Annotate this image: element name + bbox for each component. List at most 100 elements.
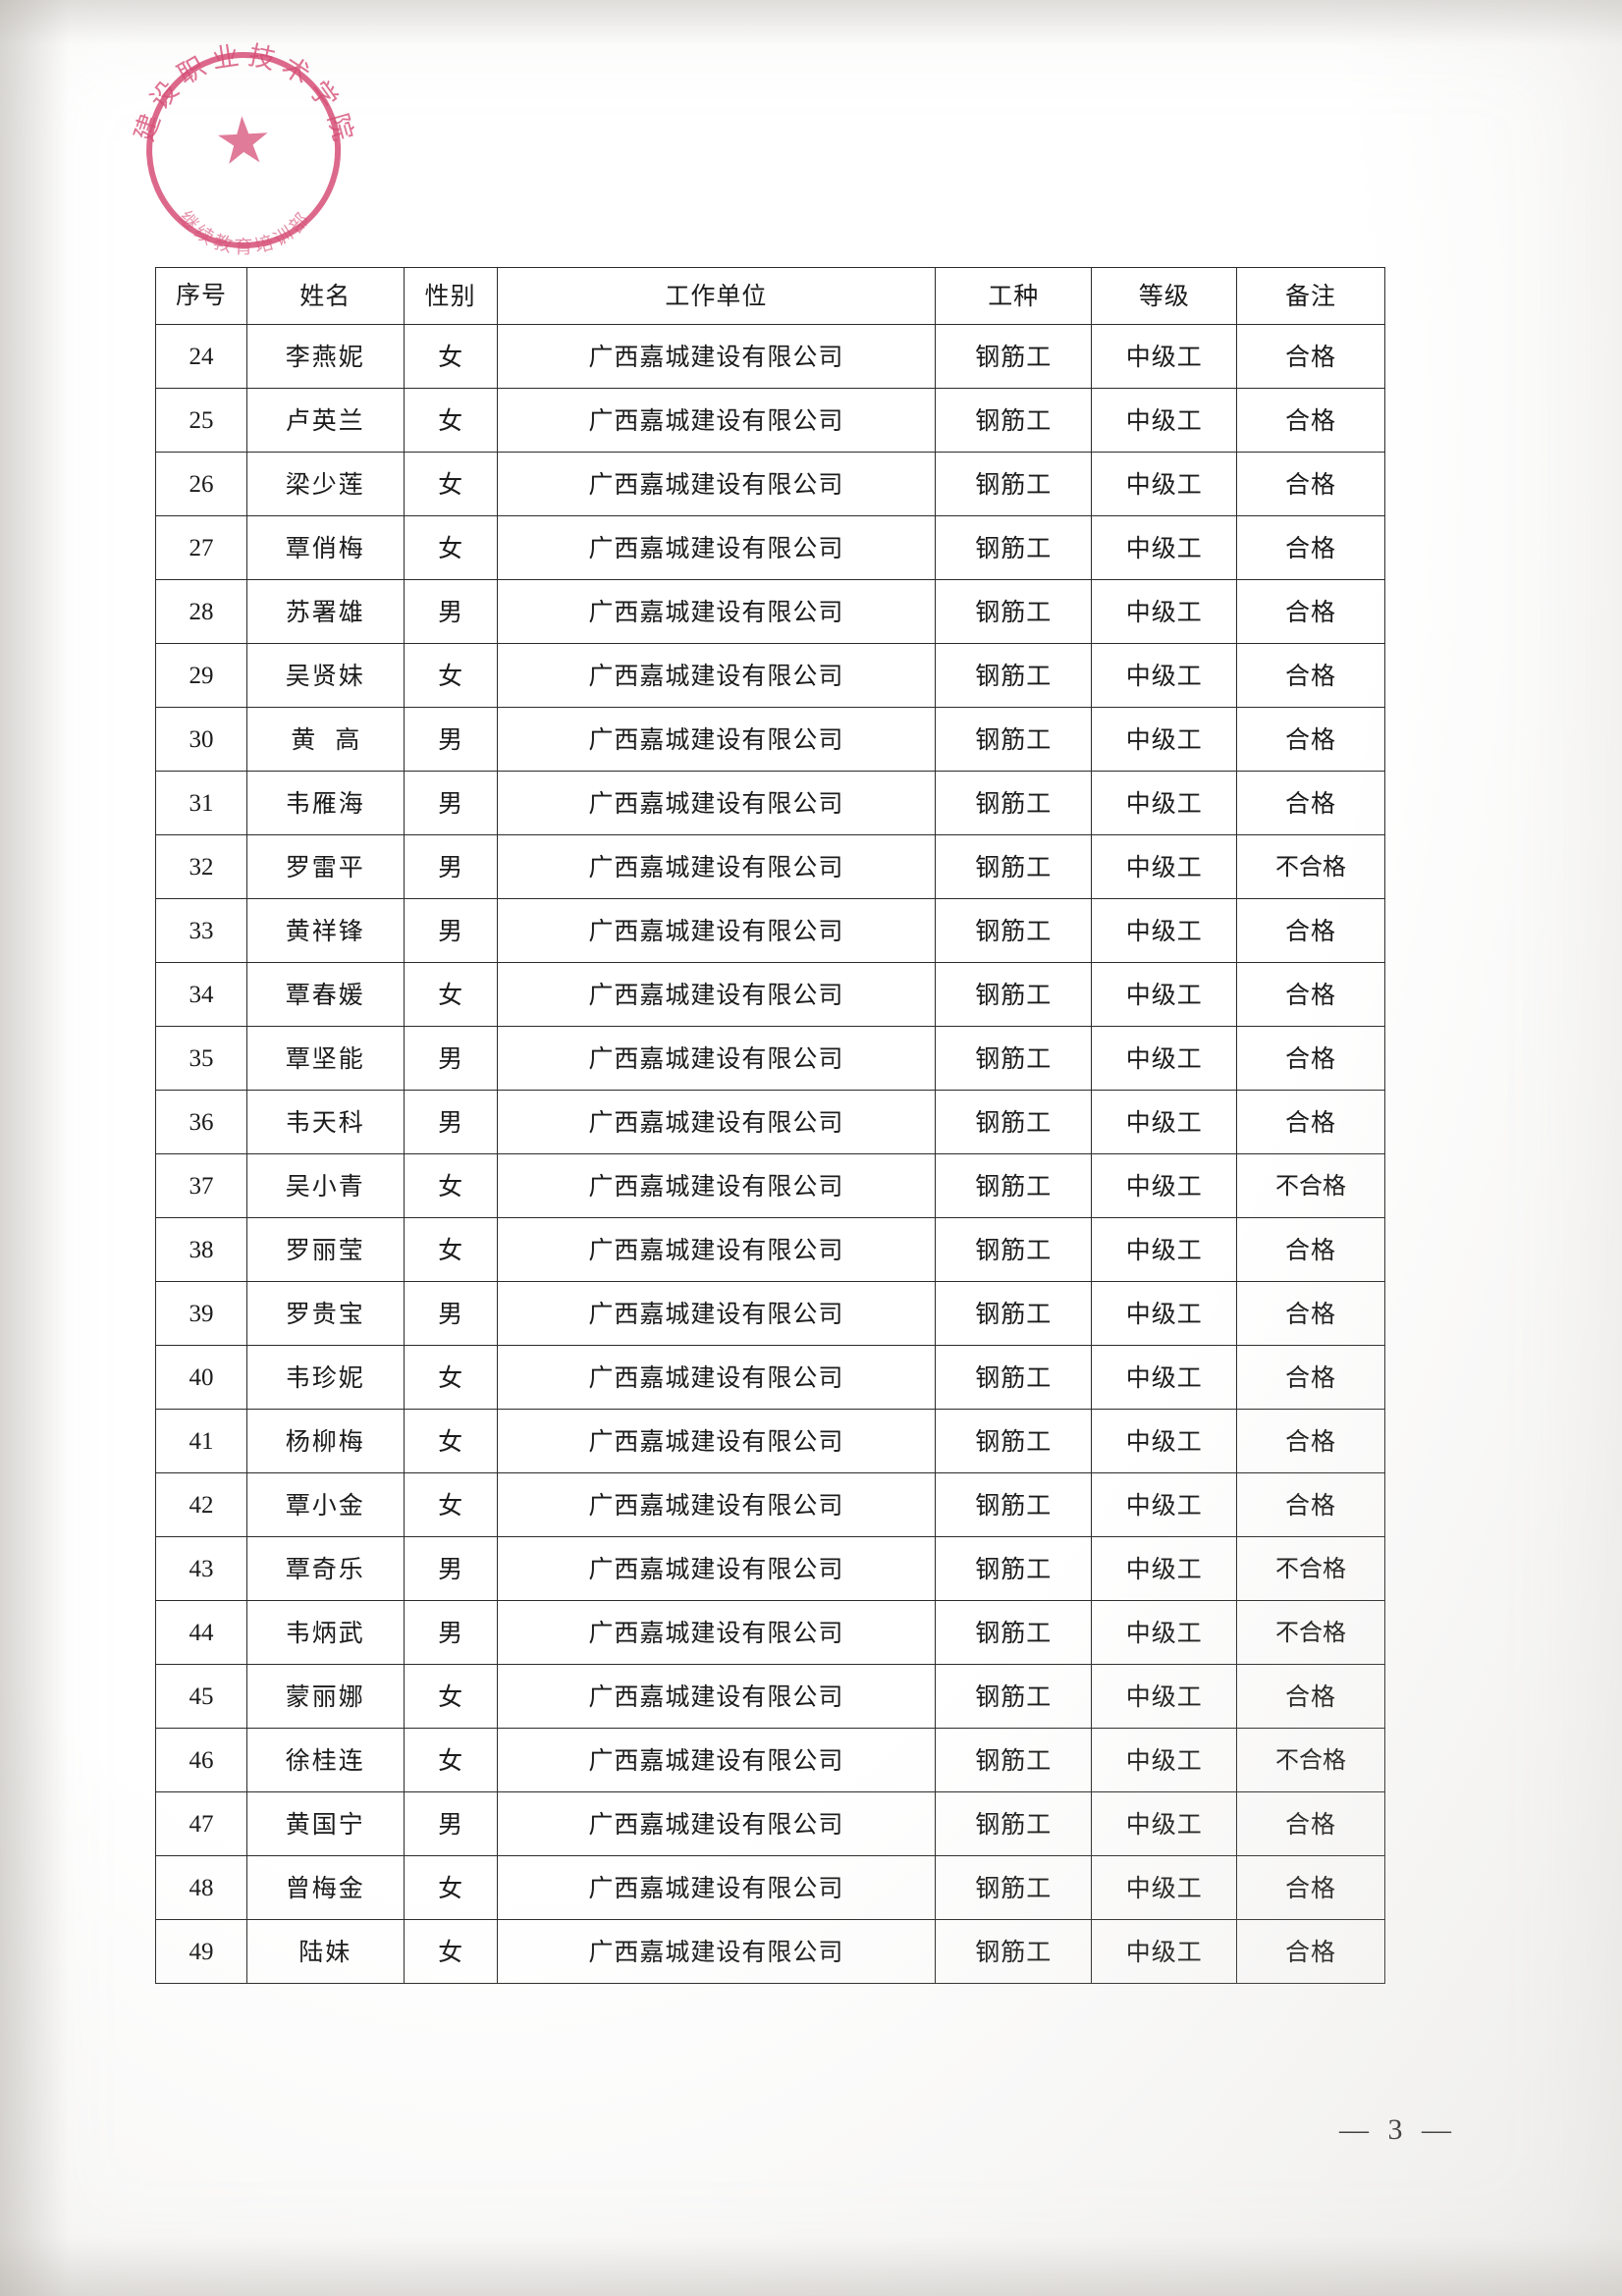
table-row: 44 韦炳武男广西嘉城建设有限公司 钢筋工 中级工 不合格 <box>154 1600 1385 1665</box>
cell-name: 吴小青 <box>246 1153 405 1218</box>
cell-note: 合格 <box>1236 579 1385 644</box>
table-row: 47 黄国宁男广西嘉城建设有限公司 钢筋工 中级工 合格 <box>154 1791 1385 1856</box>
table-row: 38 罗丽莹女广西嘉城建设有限公司 钢筋工 中级工 合格 <box>154 1217 1385 1282</box>
cell-job: 钢筋工 <box>934 515 1093 580</box>
column-header-name: 姓名 <box>246 267 405 325</box>
table-row: 43 覃奇乐男广西嘉城建设有限公司 钢筋工 中级工 不合格 <box>154 1536 1385 1601</box>
cell-job: 钢筋工 <box>934 1536 1093 1601</box>
cell-unit: 广西嘉城建设有限公司 <box>496 324 936 389</box>
cell-seq: 44 <box>154 1600 248 1665</box>
cell-name: 韦雁海 <box>246 771 405 835</box>
cell-grade: 中级工 <box>1091 324 1238 389</box>
cell-sex: 女 <box>403 1664 498 1729</box>
cell-seq: 35 <box>154 1026 248 1091</box>
cell-unit: 广西嘉城建设有限公司 <box>496 1472 936 1537</box>
cell-grade: 中级工 <box>1091 962 1238 1027</box>
cell-unit: 广西嘉城建设有限公司 <box>496 1919 936 1984</box>
cell-job: 钢筋工 <box>934 771 1093 835</box>
cell-note: 合格 <box>1236 324 1385 389</box>
cell-note: 合格 <box>1236 771 1385 835</box>
cell-name: 覃春媛 <box>246 962 405 1027</box>
cell-seq: 28 <box>154 579 248 644</box>
cell-sex: 男 <box>403 1090 498 1154</box>
table-body: 24 李燕妮女广西嘉城建设有限公司 钢筋工 中级工 合格 25 卢英兰女广西嘉城建设有限公司… <box>154 324 1385 1984</box>
cell-grade: 中级工 <box>1091 1217 1238 1282</box>
cell-note: 合格 <box>1236 1217 1385 1282</box>
cell-unit: 广西嘉城建设有限公司 <box>496 388 936 453</box>
cell-name: 罗雷平 <box>246 834 405 899</box>
cell-grade: 中级工 <box>1091 834 1238 899</box>
cell-unit: 广西嘉城建设有限公司 <box>496 898 936 963</box>
cell-unit: 广西嘉城建设有限公司 <box>496 771 936 835</box>
cell-note: 合格 <box>1236 452 1385 516</box>
cell-grade: 中级工 <box>1091 1791 1238 1856</box>
cell-unit: 广西嘉城建设有限公司 <box>496 1281 936 1346</box>
cell-seq: 42 <box>154 1472 248 1537</box>
cell-seq: 24 <box>154 324 248 389</box>
cell-name: 罗贵宝 <box>246 1281 405 1346</box>
cell-unit: 广西嘉城建设有限公司 <box>496 834 936 899</box>
cell-grade: 中级工 <box>1091 643 1238 708</box>
cell-seq: 25 <box>154 388 248 453</box>
cell-note: 合格 <box>1236 1345 1385 1410</box>
cell-seq: 40 <box>154 1345 248 1410</box>
cell-note: 合格 <box>1236 1855 1385 1920</box>
cell-unit: 广西嘉城建设有限公司 <box>496 1664 936 1729</box>
cell-seq: 29 <box>154 643 248 708</box>
cell-job: 钢筋工 <box>934 1026 1093 1091</box>
cell-grade: 中级工 <box>1091 1919 1238 1984</box>
seal-arc-text: 建设职业技术学院 <box>125 34 360 161</box>
cell-sex: 女 <box>403 515 498 580</box>
cell-note: 合格 <box>1236 1026 1385 1091</box>
cell-grade: 中级工 <box>1091 1345 1238 1410</box>
seal-star-icon: ★ <box>212 102 274 181</box>
roster-table: 序号 姓名 性别 工作单位 工种 等级 备注 24 李燕妮女广西嘉城建设有限公司钢… <box>154 267 1385 1984</box>
cell-unit: 广西嘉城建设有限公司 <box>496 1090 936 1154</box>
cell-name: 卢英兰 <box>246 388 405 453</box>
cell-job: 钢筋工 <box>934 1855 1093 1920</box>
cell-name: 梁少莲 <box>246 452 405 516</box>
cell-unit: 广西嘉城建设有限公司 <box>496 579 936 644</box>
cell-sex: 男 <box>403 1026 498 1091</box>
cell-job: 钢筋工 <box>934 962 1093 1027</box>
cell-job: 钢筋工 <box>934 1600 1093 1665</box>
cell-grade: 中级工 <box>1091 898 1238 963</box>
table-row: 39 罗贵宝男广西嘉城建设有限公司 钢筋工 中级工 合格 <box>154 1281 1385 1346</box>
cell-sex: 女 <box>403 1153 498 1218</box>
cell-unit: 广西嘉城建设有限公司 <box>496 1536 936 1601</box>
table-header-row: 序号 姓名 性别 工作单位 工种 等级 备注 <box>154 267 1385 325</box>
cell-job: 钢筋工 <box>934 643 1093 708</box>
table-row: 40 韦珍妮女广西嘉城建设有限公司 钢筋工 中级工 合格 <box>154 1345 1385 1410</box>
cell-note: 不合格 <box>1236 1600 1385 1665</box>
column-header-grade: 等级 <box>1091 267 1238 325</box>
cell-sex: 女 <box>403 1855 498 1920</box>
cell-job: 钢筋工 <box>934 1791 1093 1856</box>
cell-job: 钢筋工 <box>934 1345 1093 1410</box>
cell-sex: 男 <box>403 707 498 772</box>
cell-seq: 30 <box>154 707 248 772</box>
cell-unit: 广西嘉城建设有限公司 <box>496 1026 936 1091</box>
roster-table-container: 序号 姓名 性别 工作单位 工种 等级 备注 24 李燕妮女广西嘉城建设有限公司钢… <box>154 267 1385 1984</box>
cell-seq: 49 <box>154 1919 248 1984</box>
cell-name: 黄国宁 <box>246 1791 405 1856</box>
cell-grade: 中级工 <box>1091 1026 1238 1091</box>
cell-grade: 中级工 <box>1091 1855 1238 1920</box>
column-header-job: 工种 <box>934 267 1093 325</box>
column-header-unit: 工作单位 <box>496 267 936 325</box>
cell-sex: 男 <box>403 1791 498 1856</box>
cell-grade: 中级工 <box>1091 1664 1238 1729</box>
cell-job: 钢筋工 <box>934 1664 1093 1729</box>
cell-grade: 中级工 <box>1091 1600 1238 1665</box>
cell-seq: 41 <box>154 1409 248 1473</box>
cell-sex: 男 <box>403 834 498 899</box>
cell-sex: 女 <box>403 1217 498 1282</box>
cell-job: 钢筋工 <box>934 452 1093 516</box>
cell-unit: 广西嘉城建设有限公司 <box>496 1728 936 1792</box>
cell-note: 合格 <box>1236 643 1385 708</box>
cell-job: 钢筋工 <box>934 834 1093 899</box>
cell-grade: 中级工 <box>1091 1153 1238 1218</box>
table-row: 30 黄高男广西嘉城建设有限公司 钢筋工 中级工 合格 <box>154 707 1385 772</box>
cell-sex: 男 <box>403 579 498 644</box>
cell-job: 钢筋工 <box>934 898 1093 963</box>
cell-seq: 26 <box>154 452 248 516</box>
